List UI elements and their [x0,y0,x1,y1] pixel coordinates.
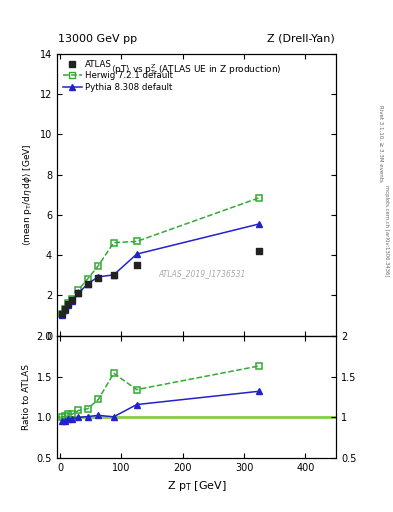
Point [69,296,75,305]
Y-axis label: $\langle$mean p$_\mathsf{T}$/d$\eta\,$d$\phi\rangle$ [GeV]: $\langle$mean p$_\mathsf{T}$/d$\eta\,$d$… [21,143,34,246]
Text: Z (Drell-Yan): Z (Drell-Yan) [268,33,335,44]
Point [110,271,117,280]
Text: ATLAS_2019_I1736531: ATLAS_2019_I1736531 [158,269,246,278]
Point [256,247,263,255]
Text: Rivet 3.1.10, ≥ 3.3M events: Rivet 3.1.10, ≥ 3.3M events [378,105,383,182]
Text: 13000 GeV pp: 13000 GeV pp [58,33,137,44]
Point [84,280,91,288]
Point [64,301,71,309]
Point [75,289,82,297]
Point [62,305,68,313]
Text: $\langle$pT$\rangle$ vs p$_\mathsf{T}^\mathsf{Z}$ (ATLAS UE in Z production): $\langle$pT$\rangle$ vs p$_\mathsf{T}^\m… [111,62,282,77]
Y-axis label: Ratio to ATLAS: Ratio to ATLAS [22,364,31,430]
Point [95,274,101,283]
Text: mcplots.cern.ch [arXiv:1306.3436]: mcplots.cern.ch [arXiv:1306.3436] [384,185,389,276]
X-axis label: Z p$_\mathsf{T}$ [GeV]: Z p$_\mathsf{T}$ [GeV] [167,479,226,493]
Point [134,261,140,269]
Legend: ATLAS, Herwig 7.2.1 default, Pythia 8.308 default: ATLAS, Herwig 7.2.1 default, Pythia 8.30… [61,58,175,94]
Point [59,309,65,317]
